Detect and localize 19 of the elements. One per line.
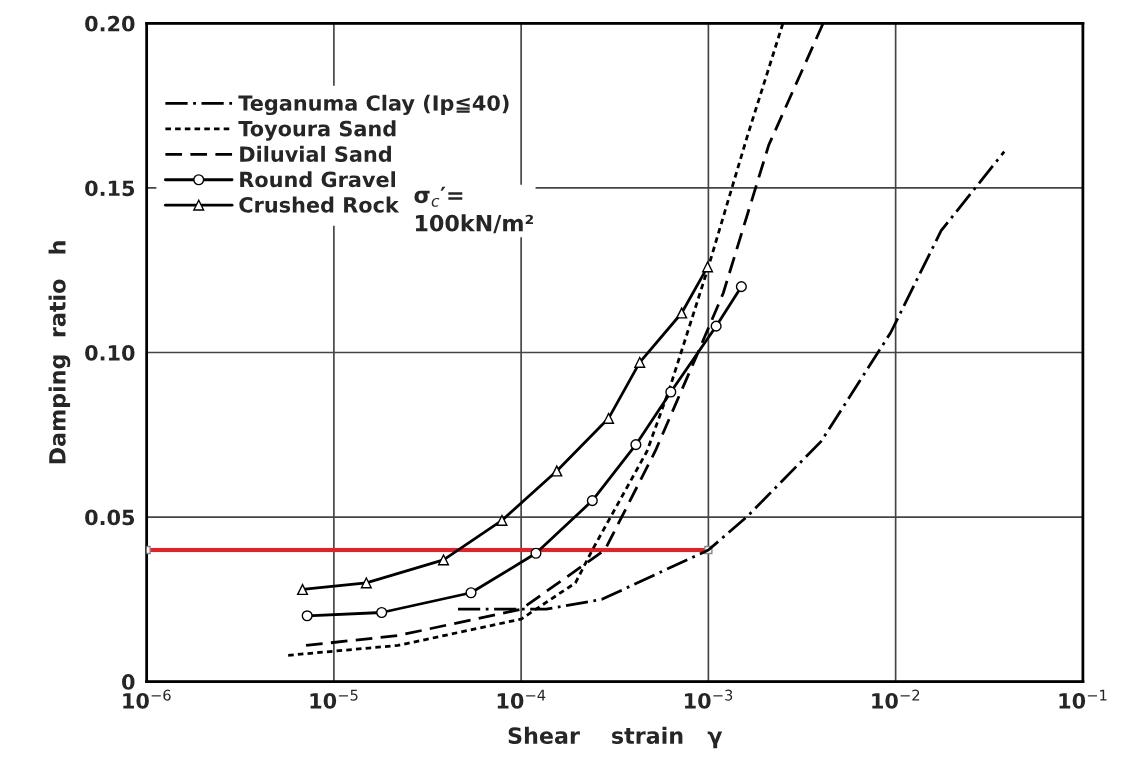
y-tick-label: 0.15 — [85, 180, 135, 197]
legend-label: Diluvial Sand — [240, 145, 391, 162]
x-tick-label: 10$^{−4}$ — [497, 689, 546, 709]
annotation: σ$_{c}$′= 100kN/m² — [414, 186, 533, 234]
y-tick-label: 0.05 — [85, 509, 135, 526]
y-tick-label: 0.10 — [85, 344, 135, 361]
x-tick-label: 10$^{−5}$ — [310, 689, 358, 709]
legend-label: Crushed Rock — [239, 196, 400, 213]
x-tick-label: 10$^{−6}$ — [123, 689, 171, 709]
x-tick-label: 10$^{−1}$ — [1059, 689, 1107, 709]
legend-label: Teganuma Clay (Ip≦40) — [238, 94, 509, 116]
y-axis-title: Damping ratio h — [48, 241, 71, 464]
legend-label: Round Gravel — [240, 171, 396, 188]
y-tick-label: 0 — [122, 674, 135, 690]
x-axis-title: Shear strain γ — [508, 726, 723, 749]
x-tick-label: 10$^{−3}$ — [685, 689, 733, 709]
y-tick-label: 0.20 — [85, 15, 135, 32]
x-tick-label: 10$^{−2}$ — [872, 689, 920, 709]
legend-label: Toyoura Sand — [238, 120, 396, 141]
